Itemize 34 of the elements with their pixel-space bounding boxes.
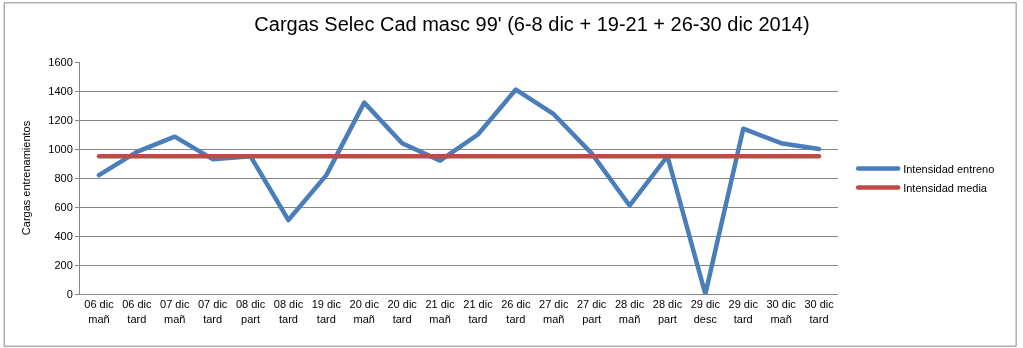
legend-label: Intensidad media (903, 181, 988, 194)
x-tick-label: 27 dic mañ (539, 298, 569, 325)
y-tick-label: 1200 (48, 113, 73, 126)
x-tick-label: 06 dic tard (122, 298, 153, 325)
x-tick-label: 08 dic tard (273, 298, 304, 325)
x-tick-label: 29 dic desc (690, 298, 721, 325)
line-series (96, 87, 822, 294)
x-tick-label: 07 dic mañ (160, 298, 190, 325)
x-tick-label: 21 dic tard (463, 298, 494, 325)
y-tick-label: 200 (54, 258, 73, 271)
y-tick-label: 800 (54, 171, 73, 184)
x-tick-label: 20 dic mañ (349, 298, 380, 325)
y-tick-label: 600 (54, 200, 73, 213)
x-tick-label: 30 dic tard (804, 298, 835, 325)
y-tick-label: 1400 (48, 84, 73, 97)
x-tick-label: 28 dic part (652, 298, 683, 325)
legend-label: Intensidad entreno (903, 162, 995, 175)
x-tick-label: 27 dic part (576, 298, 607, 325)
x-tick-label: 07 dic tard (197, 298, 228, 325)
x-tick-label: 08 dic part (235, 298, 266, 325)
y-tick-label: 0 (66, 287, 73, 300)
y-axis-title: Cargas entrenamientos (19, 120, 32, 236)
x-tick-label: 26 dic tard (501, 298, 532, 325)
y-tick-label: 1000 (48, 142, 73, 155)
x-tick-label: 21 dic mañ (425, 298, 456, 325)
x-tick-label: 06 dic mañ (84, 298, 115, 325)
x-tick-label: 30 dic mañ (766, 298, 797, 325)
x-tick-label: 28 dic mañ (614, 298, 645, 325)
x-tick-label: 19 dic tard (311, 298, 342, 325)
chart-title: Cargas Selec Cad masc 99' (6-8 dic + 19-21 + 26-30 dic 2014) (254, 13, 810, 36)
x-tick-label: 20 dic tard (387, 298, 418, 325)
x-tick-label: 29 dic tard (728, 298, 759, 325)
y-tick-label: 400 (54, 229, 73, 242)
y-tick-label: 1600 (48, 55, 73, 68)
